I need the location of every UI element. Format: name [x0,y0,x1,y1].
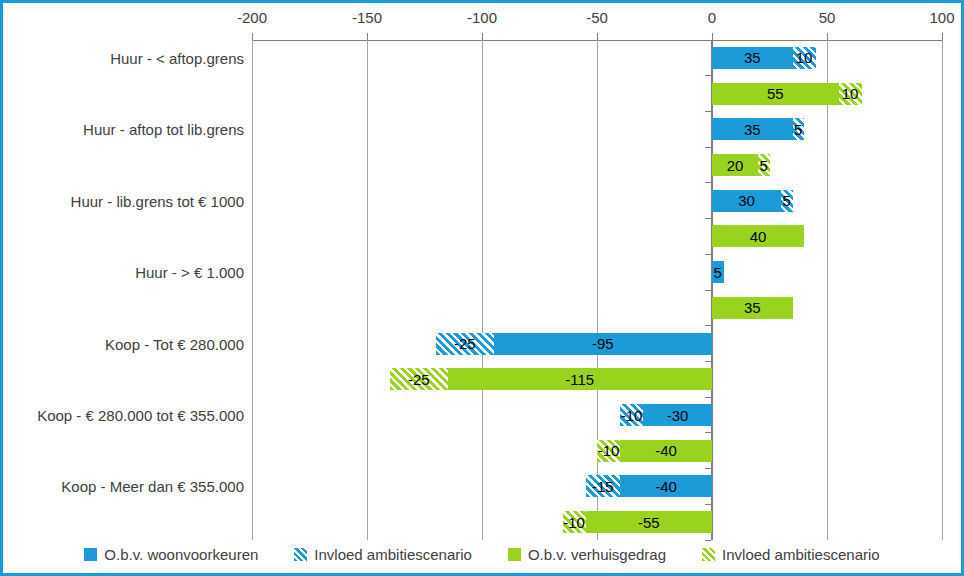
bar-segment-green-solid: 20 [712,154,758,176]
category-label: Koop - € 280.000 tot € 355.000 [9,407,244,424]
legend-label: O.b.v. verhuisgedrag [528,546,666,563]
x-axis-tick [827,33,828,40]
bar-segment-green-hatch: 5 [758,154,770,176]
gridline [252,40,253,540]
x-axis-tick [367,33,368,40]
gridline [482,40,483,540]
legend-swatch-hatch [702,548,715,561]
category-axis-tick [705,397,711,398]
category-axis-tick [705,40,711,41]
category-axis-tick [705,218,711,219]
category-axis-tick [705,468,711,469]
legend-item: O.b.v. woonvoorkeuren [84,546,258,563]
bar-segment-blue-solid: 30 [712,190,781,212]
category-axis-tick [705,111,711,112]
category-axis-tick [705,504,711,505]
category-axis-line [711,40,713,540]
legend: O.b.v. woonvoorkeuren Invloed ambitiescen… [3,546,961,563]
bar-segment-green-solid: -115 [448,368,713,390]
x-axis-tick [942,33,943,40]
x-axis-tick-label: -200 [212,9,292,26]
chart-frame: -200 -150 -100 -50 0 50 100 Huur - < aftop.gre… [0,0,964,576]
bar-segment-blue-solid: -30 [643,404,712,426]
bar-segment-blue-hatch: 5 [793,118,805,140]
x-axis-tick-label: 50 [787,9,867,26]
category-label: Huur - > € 1.000 [9,264,244,281]
bar-segment-green-hatch: 10 [839,83,862,105]
category-axis-tick [705,432,711,433]
legend-swatch-hatch [294,548,307,561]
bar-segment-green-hatch: -10 [563,511,586,533]
category-axis-tick [705,147,711,148]
x-axis-tick [482,33,483,40]
x-axis-tick-label: -100 [442,9,522,26]
category-axis-tick [705,325,711,326]
legend-item: O.b.v. verhuisgedrag [508,546,666,563]
bar-segment-blue-hatch: 10 [793,47,816,69]
category-axis-tick [705,254,711,255]
gridline [597,40,598,540]
gridline [367,40,368,540]
x-axis-tick-label: 100 [902,9,964,26]
bar-segment-green-hatch: -10 [597,440,620,462]
category-axis-tick [705,361,711,362]
legend-label: Invloed ambitiescenario [314,546,472,563]
category-label: Huur - < aftop.grens [9,49,244,66]
legend-swatch-solid [84,548,97,561]
bar-segment-green-hatch: -25 [390,368,448,390]
legend-swatch-solid [508,548,521,561]
x-axis-tick [252,33,253,40]
category-axis-tick [705,540,711,541]
category-label: Koop - Meer dan € 355.000 [9,478,244,495]
bar-segment-blue-solid: 35 [712,118,793,140]
gridline [942,40,943,540]
bar-segment-blue-solid: -95 [494,333,713,355]
category-label: Koop - Tot € 280.000 [9,335,244,352]
bar-segment-green-solid: 55 [712,83,839,105]
legend-item: Invloed ambitiescenario [294,546,472,563]
x-axis-tick-label: 0 [672,9,752,26]
x-axis-tick [712,33,713,40]
legend-label: Invloed ambitiescenario [722,546,880,563]
category-label: Huur - aftop tot lib.grens [9,121,244,138]
category-label: Huur - lib.grens tot € 1000 [9,192,244,209]
bar-segment-blue-hatch: -25 [436,333,494,355]
bar-segment-blue-solid: 5 [712,261,724,283]
category-axis-tick [705,182,711,183]
plot-area: 3510551035520530540535-95-25-115-25-30-1… [252,40,942,540]
bar-segment-blue-hatch: -10 [620,404,643,426]
x-axis-tick-label: -150 [327,9,407,26]
legend-item: Invloed ambitiescenario [702,546,880,563]
legend-label: O.b.v. woonvoorkeuren [104,546,258,563]
bar-segment-blue-hatch: -15 [586,475,621,497]
bar-segment-green-solid: 35 [712,297,793,319]
bar-segment-green-solid: 40 [712,225,804,247]
bar-segment-green-solid: -40 [620,440,712,462]
bar-segment-blue-hatch: 5 [781,190,793,212]
bar-segment-blue-solid: 35 [712,47,793,69]
x-axis-tick [597,33,598,40]
bar-segment-blue-solid: -40 [620,475,712,497]
category-axis-tick [705,290,711,291]
category-axis-tick [705,75,711,76]
bar-segment-green-solid: -55 [586,511,713,533]
gridline [827,40,828,540]
x-axis-tick-label: -50 [557,9,637,26]
